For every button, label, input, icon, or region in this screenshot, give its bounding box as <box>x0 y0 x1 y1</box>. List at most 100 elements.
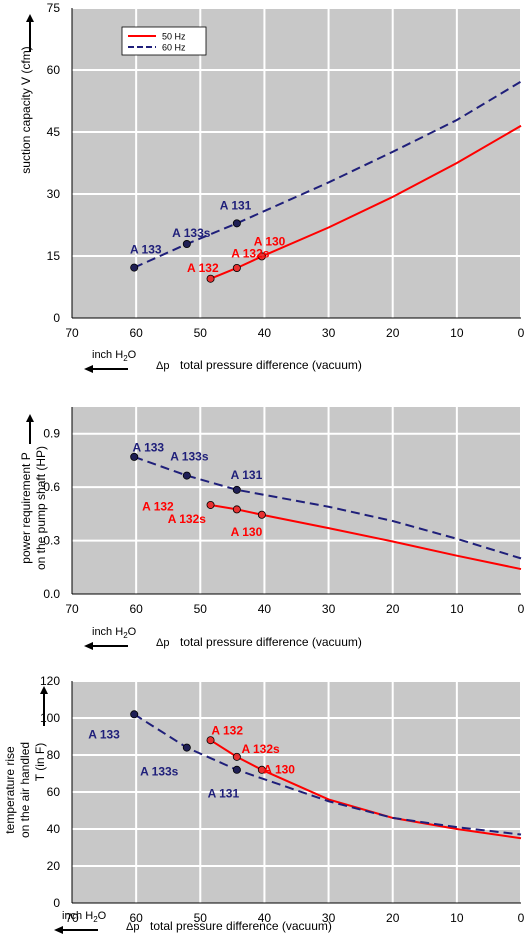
x-axis-label: total pressure difference (vacuum) <box>180 635 362 649</box>
plot-area <box>72 8 521 318</box>
x-tick-label: 70 <box>65 911 79 925</box>
y-tick-label: 80 <box>47 748 61 762</box>
data-point <box>206 274 215 283</box>
point-label: A 133 <box>130 243 162 257</box>
data-point <box>232 485 241 494</box>
data-point <box>257 252 266 261</box>
x-unit-tail: O <box>128 349 137 361</box>
y-tick-label: 0 <box>53 896 60 910</box>
x-tick-label: 20 <box>386 326 400 340</box>
x-tick-label: 20 <box>386 911 400 925</box>
point-label: A 130 <box>263 763 295 777</box>
x-unit-sub: 2 <box>93 915 98 924</box>
y-up-arrow-head <box>26 14 34 22</box>
legend-box <box>121 26 207 56</box>
x-tick-label: 30 <box>322 911 336 925</box>
data-point <box>130 710 139 719</box>
point-label: A 130 <box>254 234 286 248</box>
x-tick-label: 30 <box>322 602 336 616</box>
data-point <box>182 743 191 752</box>
x-delta-label: Δp <box>156 637 169 649</box>
point-label: A 133s <box>140 764 179 778</box>
x-axis-label: total pressure difference (vacuum) <box>150 919 332 933</box>
point-label: A 133 <box>88 727 120 741</box>
data-point <box>182 240 191 249</box>
x-axis-label: total pressure difference (vacuum) <box>180 358 362 372</box>
x-unit-main: inch H <box>62 910 93 922</box>
x-delta-label: Δp <box>156 360 169 372</box>
y-tick-label: 120 <box>40 674 60 688</box>
x-left-arrow-head <box>84 642 93 650</box>
y-axis-label: suction capacity V (cfm) <box>19 46 33 173</box>
data-point <box>232 219 241 228</box>
x-left-arrow-head <box>84 365 93 373</box>
x-tick-label: 40 <box>258 326 272 340</box>
x-tick-label: 10 <box>450 602 464 616</box>
data-point <box>257 765 266 774</box>
point-label: A 132 <box>211 724 243 738</box>
x-unit-main: inch H <box>92 626 123 638</box>
x-tick-label: 0 <box>518 326 525 340</box>
y-tick-label: 40 <box>47 822 61 836</box>
point-label: A 132s <box>231 247 270 261</box>
y-axis-label: temperature rise <box>3 746 17 834</box>
x-tick-label: 60 <box>129 911 143 925</box>
y-tick-label: 0.6 <box>43 480 60 494</box>
x-tick-label: 40 <box>258 911 272 925</box>
y-axis-label: on the pump shaft (HP) <box>34 446 48 570</box>
point-label: A 130 <box>231 525 263 539</box>
y-tick-label: 60 <box>47 63 61 77</box>
point-label: A 132 <box>187 261 219 275</box>
y-tick-label: 0.0 <box>43 587 60 601</box>
data-point <box>232 263 241 272</box>
x-tick-label: 40 <box>258 602 272 616</box>
point-label: A 131 <box>208 787 240 801</box>
point-label: A 131 <box>231 468 263 482</box>
x-unit-label: inch H2O <box>62 910 107 924</box>
y-up-arrow-head <box>40 686 48 694</box>
x-tick-label: 10 <box>450 326 464 340</box>
y-axis-label: power requirement P <box>19 452 33 563</box>
point-label: A 133s <box>172 226 211 240</box>
point-label: A 132s <box>241 742 280 756</box>
data-point <box>130 452 139 461</box>
y-tick-label: 0 <box>53 311 60 325</box>
data-point <box>182 471 191 480</box>
y-tick-label: 60 <box>47 785 61 799</box>
x-tick-label: 60 <box>129 326 143 340</box>
x-unit-tail: O <box>128 626 137 638</box>
x-tick-label: 50 <box>194 911 208 925</box>
point-label: A 132s <box>168 512 207 526</box>
x-unit-sub: 2 <box>123 631 128 640</box>
y-tick-label: 75 <box>47 1 61 15</box>
data-point <box>130 263 139 272</box>
x-left-arrow-head <box>54 926 63 934</box>
y-tick-label: 100 <box>40 711 60 725</box>
point-label: A 131 <box>220 199 252 213</box>
point-label: A 133 <box>133 441 165 455</box>
data-point <box>232 752 241 761</box>
x-tick-label: 70 <box>65 602 79 616</box>
data-point <box>206 500 215 509</box>
x-tick-label: 0 <box>518 911 525 925</box>
x-unit-label: inch H2O <box>92 349 137 363</box>
y-tick-label: 0.9 <box>43 427 60 441</box>
y-tick-label: 45 <box>47 125 61 139</box>
series-line-60hz <box>133 455 522 560</box>
data-point <box>232 505 241 514</box>
data-point <box>257 510 266 519</box>
x-tick-label: 0 <box>518 602 525 616</box>
y-axis-side-label: T (in F) <box>33 743 47 781</box>
x-tick-label: 10 <box>450 911 464 925</box>
x-unit-sub: 2 <box>123 354 128 363</box>
x-tick-label: 20 <box>386 602 400 616</box>
x-unit-main: inch H <box>92 349 123 361</box>
x-tick-label: 50 <box>194 602 208 616</box>
legend-label: 50 Hz <box>162 32 186 42</box>
y-axis-label: on the air handled <box>18 742 32 838</box>
legend-label: 60 Hz <box>162 43 186 53</box>
chart-2: 70 60 50 40 30 20 10 0 0.0 0.3 0.6 0.9 A 133 A 133s A … <box>19 407 525 650</box>
